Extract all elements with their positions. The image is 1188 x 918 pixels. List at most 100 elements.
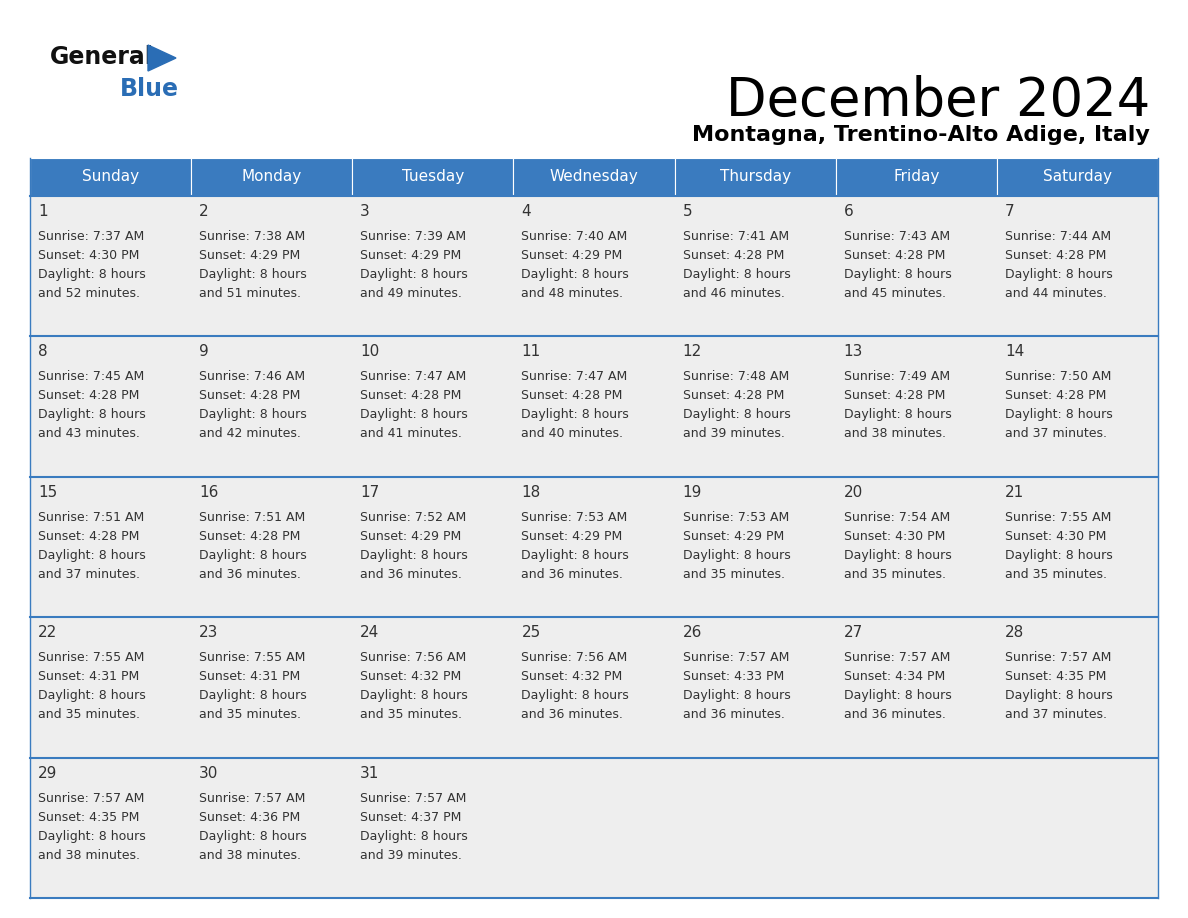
Text: and 41 minutes.: and 41 minutes. [360, 428, 462, 441]
Text: Sunrise: 7:38 AM: Sunrise: 7:38 AM [200, 230, 305, 243]
Text: Thursday: Thursday [720, 170, 791, 185]
Text: Daylight: 8 hours: Daylight: 8 hours [38, 549, 146, 562]
Text: Sunset: 4:35 PM: Sunset: 4:35 PM [38, 811, 139, 823]
Text: 17: 17 [360, 485, 379, 499]
Text: Sunrise: 7:43 AM: Sunrise: 7:43 AM [843, 230, 950, 243]
Text: 1: 1 [38, 204, 48, 219]
Text: Sunrise: 7:56 AM: Sunrise: 7:56 AM [522, 651, 627, 665]
Text: and 43 minutes.: and 43 minutes. [38, 428, 140, 441]
Text: Sunrise: 7:41 AM: Sunrise: 7:41 AM [683, 230, 789, 243]
Text: Sunrise: 7:47 AM: Sunrise: 7:47 AM [360, 370, 467, 384]
Text: 18: 18 [522, 485, 541, 499]
Text: 12: 12 [683, 344, 702, 360]
Bar [997, 158, 1158, 196]
Text: and 36 minutes.: and 36 minutes. [522, 708, 624, 722]
Text: and 37 minutes.: and 37 minutes. [1005, 428, 1107, 441]
Text: Sunrise: 7:37 AM: Sunrise: 7:37 AM [38, 230, 144, 243]
Text: Sunrise: 7:47 AM: Sunrise: 7:47 AM [522, 370, 627, 384]
Text: 2: 2 [200, 204, 209, 219]
Text: Sunrise: 7:53 AM: Sunrise: 7:53 AM [683, 510, 789, 524]
Bar [513, 617, 675, 757]
Text: Monday: Monday [241, 170, 302, 185]
Text: 6: 6 [843, 204, 853, 219]
Text: and 35 minutes.: and 35 minutes. [1005, 568, 1107, 581]
Text: Sunrise: 7:55 AM: Sunrise: 7:55 AM [38, 651, 145, 665]
Text: Sunset: 4:29 PM: Sunset: 4:29 PM [683, 530, 784, 543]
Text: 7: 7 [1005, 204, 1015, 219]
Text: 10: 10 [360, 344, 379, 360]
Text: Daylight: 8 hours: Daylight: 8 hours [200, 830, 307, 843]
Text: 25: 25 [522, 625, 541, 640]
Text: Sunset: 4:28 PM: Sunset: 4:28 PM [843, 389, 946, 402]
Text: and 49 minutes.: and 49 minutes. [360, 287, 462, 300]
Text: Sunset: 4:28 PM: Sunset: 4:28 PM [683, 249, 784, 262]
Text: Daylight: 8 hours: Daylight: 8 hours [38, 830, 146, 843]
Text: Blue: Blue [120, 77, 179, 101]
Bar [675, 336, 835, 476]
Text: Sunset: 4:30 PM: Sunset: 4:30 PM [38, 249, 139, 262]
Text: Daylight: 8 hours: Daylight: 8 hours [522, 409, 630, 421]
Text: and 46 minutes.: and 46 minutes. [683, 287, 784, 300]
Text: December 2024: December 2024 [726, 75, 1150, 127]
Text: Sunrise: 7:39 AM: Sunrise: 7:39 AM [360, 230, 467, 243]
Text: and 35 minutes.: and 35 minutes. [360, 708, 462, 722]
Text: Sunrise: 7:55 AM: Sunrise: 7:55 AM [200, 651, 305, 665]
Text: and 35 minutes.: and 35 minutes. [843, 568, 946, 581]
Bar [30, 336, 191, 476]
Text: Daylight: 8 hours: Daylight: 8 hours [38, 689, 146, 702]
Text: and 38 minutes.: and 38 minutes. [38, 848, 140, 862]
Bar [835, 336, 997, 476]
Bar [191, 158, 353, 196]
Text: and 38 minutes.: and 38 minutes. [200, 848, 301, 862]
Bar [997, 336, 1158, 476]
Text: Daylight: 8 hours: Daylight: 8 hours [843, 549, 952, 562]
Text: 26: 26 [683, 625, 702, 640]
Text: 13: 13 [843, 344, 864, 360]
Text: Daylight: 8 hours: Daylight: 8 hours [200, 689, 307, 702]
Text: Daylight: 8 hours: Daylight: 8 hours [843, 689, 952, 702]
Text: Daylight: 8 hours: Daylight: 8 hours [522, 268, 630, 281]
Bar [835, 757, 997, 898]
Bar [675, 476, 835, 617]
Text: Sunrise: 7:57 AM: Sunrise: 7:57 AM [360, 791, 467, 804]
Bar [835, 158, 997, 196]
Bar [513, 336, 675, 476]
Text: Sunrise: 7:51 AM: Sunrise: 7:51 AM [200, 510, 305, 524]
Bar [353, 757, 513, 898]
Bar [30, 757, 191, 898]
Text: Sunset: 4:28 PM: Sunset: 4:28 PM [1005, 389, 1106, 402]
Text: Sunrise: 7:57 AM: Sunrise: 7:57 AM [38, 791, 145, 804]
Text: Daylight: 8 hours: Daylight: 8 hours [522, 689, 630, 702]
Text: 20: 20 [843, 485, 862, 499]
Text: Sunset: 4:28 PM: Sunset: 4:28 PM [683, 389, 784, 402]
Text: Sunset: 4:29 PM: Sunset: 4:29 PM [522, 530, 623, 543]
Text: and 44 minutes.: and 44 minutes. [1005, 287, 1107, 300]
Text: Daylight: 8 hours: Daylight: 8 hours [360, 830, 468, 843]
Text: Wednesday: Wednesday [550, 170, 638, 185]
Bar [30, 158, 191, 196]
Text: and 39 minutes.: and 39 minutes. [360, 848, 462, 862]
Text: and 38 minutes.: and 38 minutes. [843, 428, 946, 441]
Text: Sunset: 4:28 PM: Sunset: 4:28 PM [843, 249, 946, 262]
Text: Sunrise: 7:51 AM: Sunrise: 7:51 AM [38, 510, 144, 524]
Bar [675, 617, 835, 757]
Text: Sunset: 4:32 PM: Sunset: 4:32 PM [360, 670, 461, 683]
Text: 27: 27 [843, 625, 862, 640]
Text: 3: 3 [360, 204, 369, 219]
Bar [835, 617, 997, 757]
Text: 15: 15 [38, 485, 57, 499]
Text: Sunset: 4:32 PM: Sunset: 4:32 PM [522, 670, 623, 683]
Text: and 48 minutes.: and 48 minutes. [522, 287, 624, 300]
Text: Sunset: 4:28 PM: Sunset: 4:28 PM [360, 389, 462, 402]
Text: 24: 24 [360, 625, 379, 640]
Text: and 51 minutes.: and 51 minutes. [200, 287, 301, 300]
Text: Sunset: 4:29 PM: Sunset: 4:29 PM [522, 249, 623, 262]
Text: Tuesday: Tuesday [402, 170, 465, 185]
Text: and 36 minutes.: and 36 minutes. [360, 568, 462, 581]
Text: and 52 minutes.: and 52 minutes. [38, 287, 140, 300]
Text: and 35 minutes.: and 35 minutes. [38, 708, 140, 722]
Text: and 40 minutes.: and 40 minutes. [522, 428, 624, 441]
Text: and 37 minutes.: and 37 minutes. [1005, 708, 1107, 722]
Text: Sunset: 4:30 PM: Sunset: 4:30 PM [1005, 530, 1106, 543]
Text: Sunset: 4:28 PM: Sunset: 4:28 PM [200, 530, 301, 543]
